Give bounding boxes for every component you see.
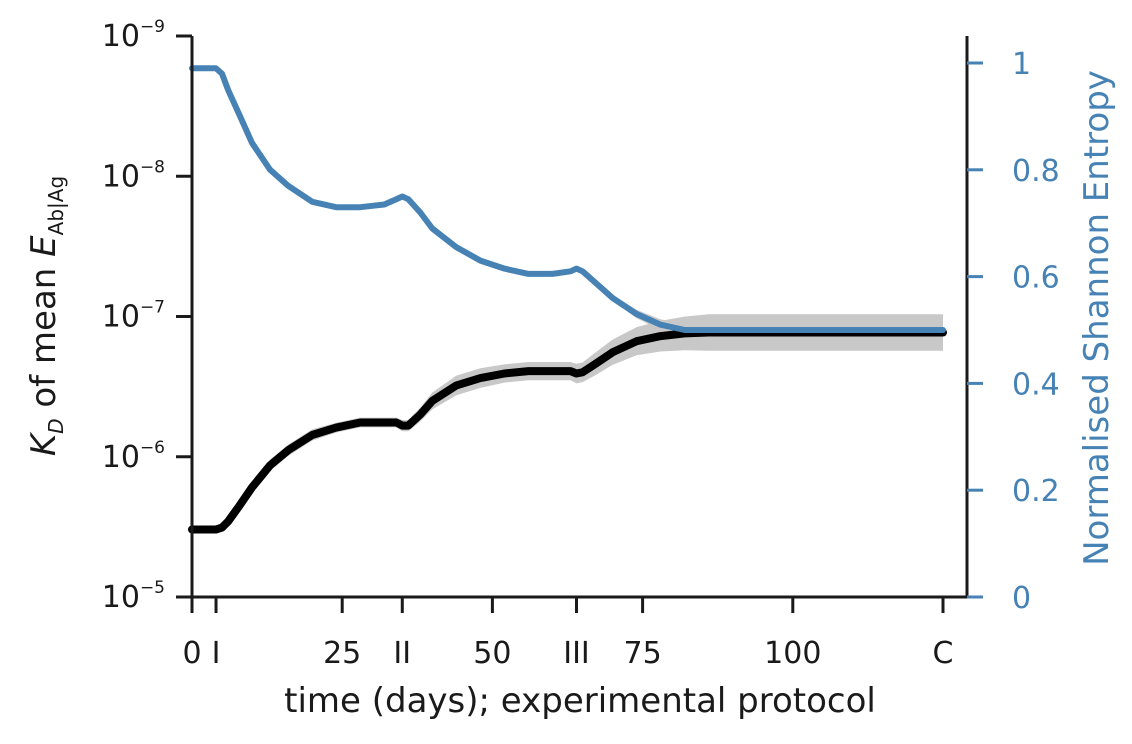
right-tick-label: 0.4 [1012, 367, 1060, 402]
right-tick-label: 1 [1012, 47, 1031, 82]
right-tick-label: 0 [1012, 581, 1031, 616]
left-axis-label-mid: of mean [24, 257, 64, 419]
x-ticks: 0 I 25 II 50 III 75 100 C [182, 597, 953, 671]
x-tick-label: C [933, 636, 954, 671]
x-tick-label: 25 [323, 636, 361, 671]
left-tick-label: 10−5 [102, 578, 165, 615]
right-tick-label: 0.6 [1012, 261, 1060, 296]
left-ticks: 10−9 10−8 10−7 10−6 10−5 [102, 17, 192, 615]
left-tick-label: 10−7 [102, 298, 165, 335]
x-axis-label: time (days); experimental protocol [284, 681, 876, 721]
x-tick-label: I [212, 636, 221, 671]
x-tick-label: 50 [473, 636, 511, 671]
left-axis-label-k: K [24, 431, 64, 456]
x-tick-label: 100 [764, 636, 821, 671]
x-tick-label: III [563, 636, 590, 671]
entropy-band [192, 68, 943, 339]
confidence-bands [192, 68, 943, 530]
left-tick-label: 10−6 [102, 438, 165, 475]
kd-band [192, 314, 943, 530]
series-lines [188, 65, 947, 534]
entropy-line [189, 65, 946, 333]
left-axis-label-e-sub: Ab|Ag [44, 176, 68, 236]
left-tick-label: 10−8 [102, 157, 165, 194]
right-axis-label: Normalised Shannon Entropy [1077, 70, 1117, 566]
x-tick-label: II [393, 636, 411, 671]
x-tick-label: 75 [624, 636, 662, 671]
left-axis-label-d: D [44, 418, 68, 433]
x-tick-label: 0 [182, 636, 201, 671]
left-axis-label-e: E [24, 235, 64, 257]
left-axis-label: KD of mean EAb|Ag [24, 176, 68, 456]
kd-line [188, 328, 947, 534]
left-tick-label: 10−9 [102, 17, 165, 54]
right-tick-label: 0.8 [1012, 154, 1060, 189]
right-tick-label: 0.2 [1012, 474, 1060, 509]
right-ticks: 0 0.2 0.4 0.6 0.8 1 [967, 47, 1060, 616]
